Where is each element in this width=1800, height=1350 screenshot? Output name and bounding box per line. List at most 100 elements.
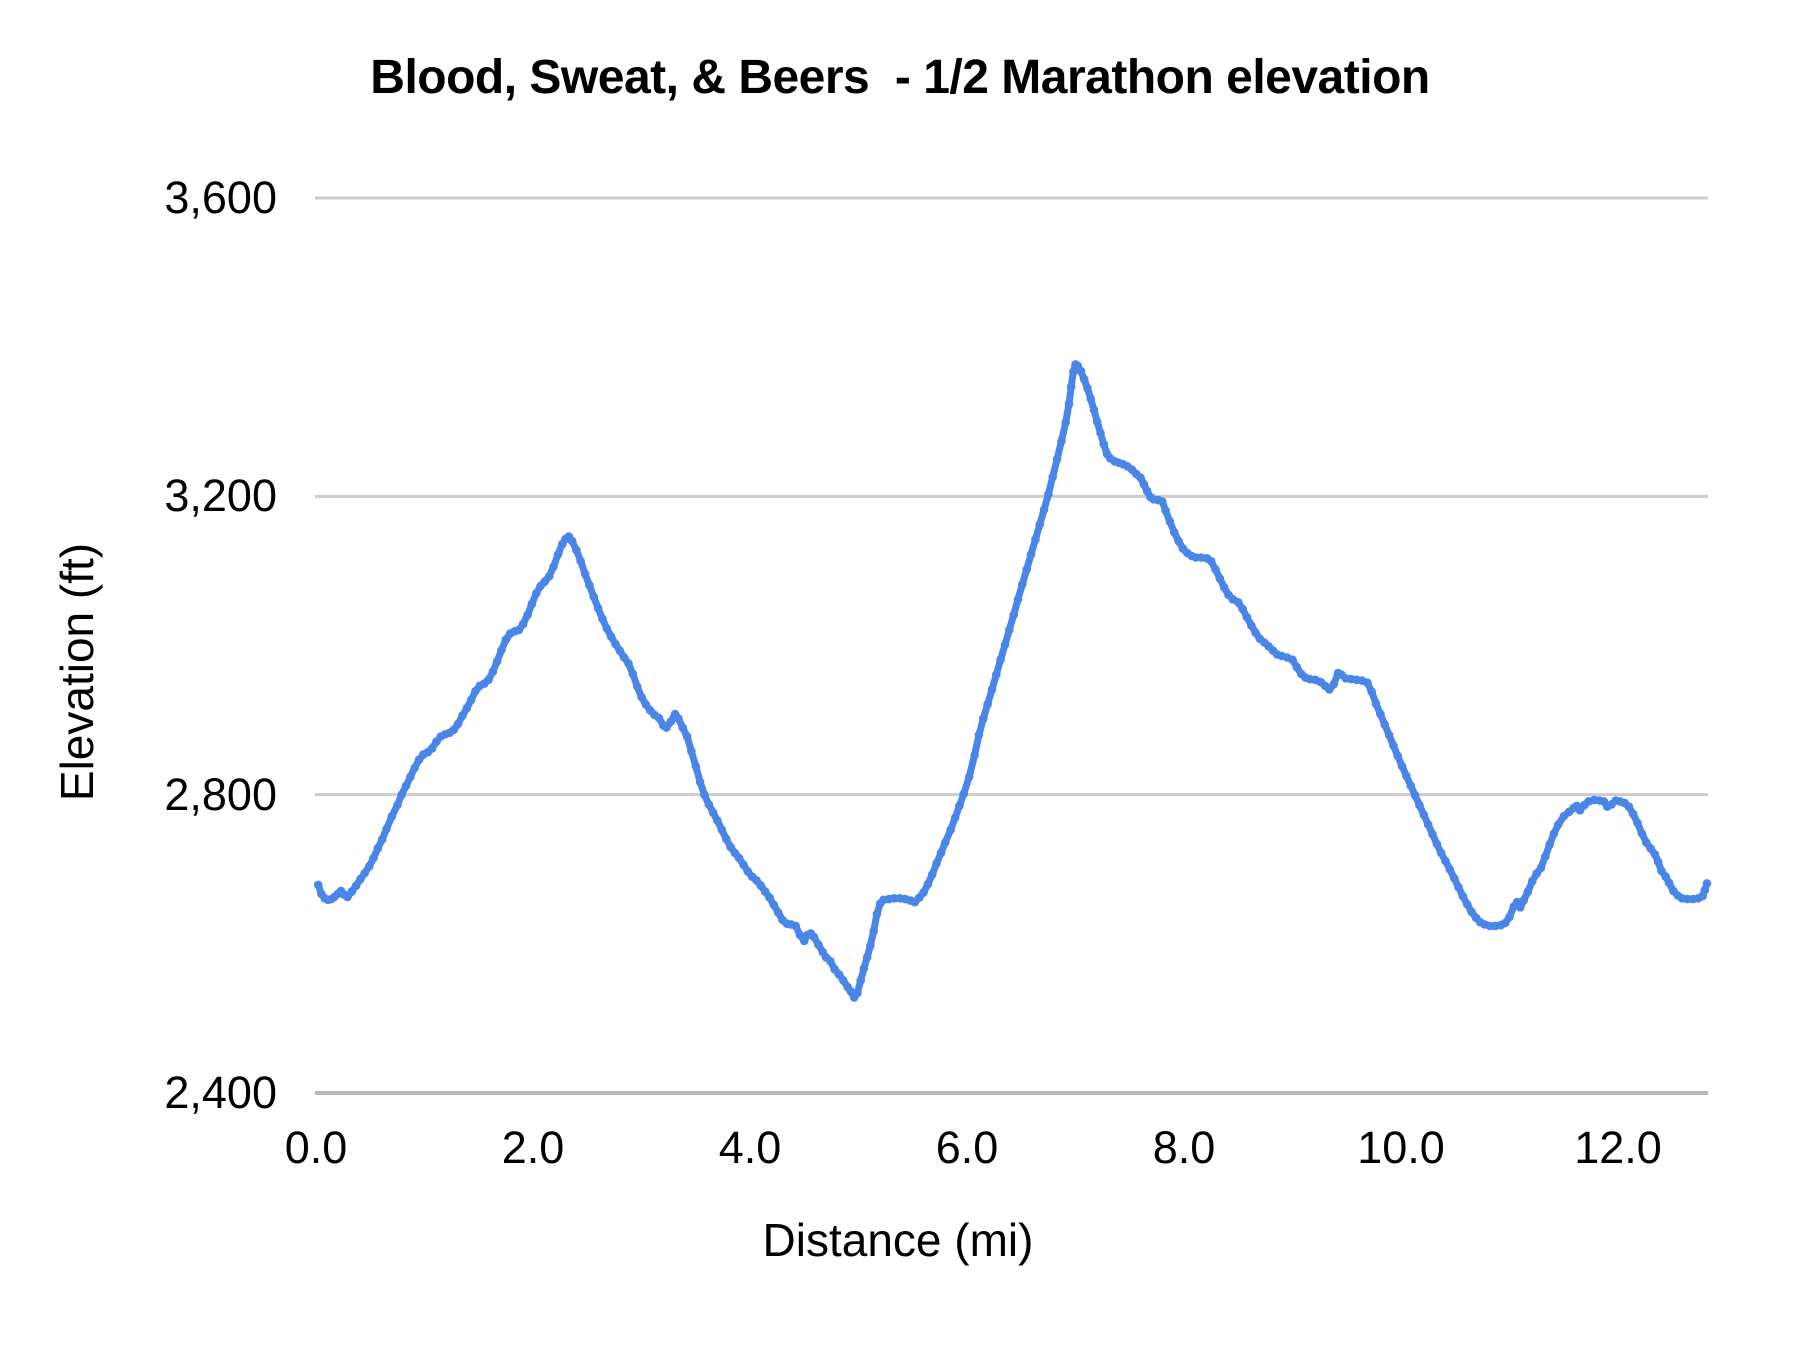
data-point [1419,810,1429,820]
data-point [839,976,848,985]
data-point [1428,829,1437,839]
data-point [866,941,875,950]
data-point [919,888,928,897]
data-point [713,816,722,826]
data-point [632,682,642,691]
data-point [397,790,407,799]
data-point [654,713,664,723]
data-point [859,964,869,973]
data-point [1052,454,1062,464]
data-point [1397,762,1407,771]
data-point [704,800,714,809]
data-point [1664,878,1674,887]
elevation-line [314,360,1711,1001]
data-point [1458,891,1468,901]
data-point [809,932,819,942]
data-point [946,825,955,834]
x-tick-label: 8.0 [1152,1122,1216,1173]
data-point [856,976,865,985]
data-point [691,762,701,771]
data-point [773,908,783,917]
data-point [983,700,992,709]
x-tick-label: 12.0 [1574,1122,1662,1173]
data-point [1048,472,1057,482]
x-tick-label: 2.0 [501,1122,565,1173]
data-point [356,874,365,884]
data-point [393,800,402,810]
data-point [1653,857,1663,867]
data-point [501,635,511,644]
data-point [1057,436,1066,446]
data-point [572,545,581,555]
data-point [589,592,599,602]
data-point [872,909,882,919]
data-point [449,725,459,735]
data-point [814,940,823,949]
data-point [1035,520,1044,529]
data-point [1158,497,1167,506]
data-point [1292,662,1302,672]
data-point [721,834,731,843]
data-point [760,887,770,896]
data-point [593,603,603,613]
data-point [678,723,687,732]
data-point [1554,820,1563,829]
data-point [936,848,946,858]
data-point [1247,621,1256,630]
data-point [959,789,968,799]
data-point-markers [313,360,1712,1002]
data-point [974,730,984,740]
data-point [1449,873,1459,883]
data-point [1505,912,1514,922]
data-point [687,747,696,756]
data-point [360,868,370,878]
data-point [492,656,502,666]
data-point [518,619,528,629]
data-point [1650,850,1660,859]
data-point [1389,741,1398,750]
data-point [453,719,463,729]
data-point [1441,856,1450,866]
data-point [1415,800,1424,810]
data-point [1523,887,1533,896]
data-point [769,900,779,910]
data-point [1633,818,1642,828]
data-point [1646,844,1655,853]
data-point [1238,604,1247,614]
data-point [549,562,558,571]
data-point [1215,574,1225,583]
x-tick-label: 4.0 [718,1122,782,1173]
data-point [1641,838,1651,847]
data-point [717,825,727,834]
data-point [1251,628,1260,638]
data-point [641,700,651,709]
data-point [862,953,872,962]
data-point [1363,678,1372,688]
data-point [682,732,692,741]
data-point [313,880,323,890]
gridlines [315,196,1708,1095]
chart-title: Blood, Sweat, & Beers - 1/2 Marathon ele… [370,51,1430,104]
data-point [1445,865,1455,874]
data-point [1169,527,1179,537]
data-point [606,632,616,641]
data-point [992,670,1001,679]
data-point [1454,882,1463,892]
data-point [364,862,374,871]
data-point [1532,869,1541,878]
data-point [351,881,361,890]
data-point [1092,417,1102,427]
data-point [1657,866,1666,876]
data-point [466,695,476,705]
data-point [1009,610,1018,620]
data-point [1371,699,1381,708]
data-point [377,835,387,844]
data-point [1519,896,1528,905]
data-point [662,723,671,732]
data-point [1174,536,1183,546]
y-tick-label: 2,800 [164,768,277,820]
data-point [1022,565,1031,574]
x-tick-label: 6.0 [935,1122,999,1173]
data-point [726,842,735,852]
